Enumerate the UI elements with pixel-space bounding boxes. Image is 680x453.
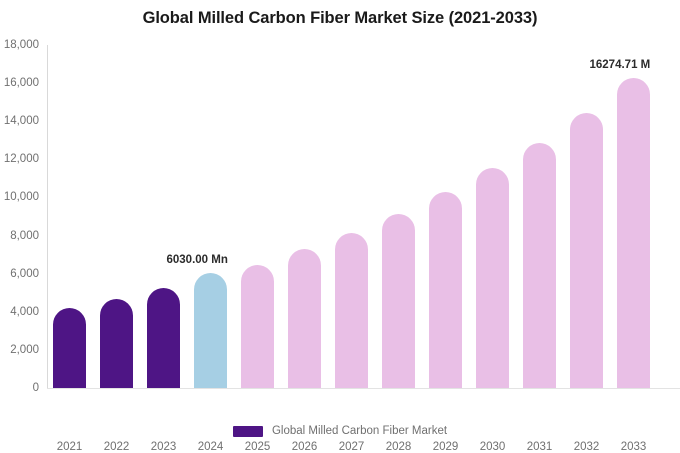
bar-2024[interactable] — [194, 273, 227, 388]
data-label-2024: 6030.00 Mn — [166, 254, 228, 267]
bar-2027[interactable] — [335, 232, 368, 388]
bar-2025[interactable] — [241, 264, 274, 388]
x-axis-tick-label-2032: 2032 — [573, 441, 600, 453]
x-axis-tick-label-2023: 2023 — [150, 441, 177, 453]
legend-label: Global Milled Carbon Fiber Market — [271, 425, 448, 437]
bar-2028[interactable] — [382, 213, 415, 388]
y-axis-tick-label: 16,000 — [3, 77, 39, 90]
chart-legend: Global Milled Carbon Fiber Market — [0, 425, 680, 437]
y-axis-tick-label: 4,000 — [10, 305, 39, 318]
x-axis-tick-label-2021: 2021 — [56, 441, 83, 453]
y-axis-tick-label: 14,000 — [3, 115, 39, 128]
x-axis-tick-label-2026: 2026 — [291, 441, 318, 453]
x-axis-tick-label-2024: 2024 — [197, 441, 224, 453]
bar-2033[interactable] — [617, 77, 650, 388]
bar-2021[interactable] — [53, 307, 86, 388]
bar-2030[interactable] — [476, 167, 509, 388]
y-axis-tick-label: 0 — [32, 382, 39, 394]
x-axis-tick-label-2022: 2022 — [103, 441, 130, 453]
bar-2022[interactable] — [100, 298, 133, 388]
y-axis-tick-label: 2,000 — [10, 343, 39, 356]
x-axis-baseline — [47, 388, 680, 389]
bar-2029[interactable] — [429, 191, 462, 388]
y-axis-tick-label: 18,000 — [3, 39, 39, 51]
x-axis-tick-label-2028: 2028 — [385, 441, 412, 453]
x-axis-tick-label-2031: 2031 — [526, 441, 553, 453]
y-axis-tick-label: 12,000 — [3, 153, 39, 166]
x-axis-tick-label-2027: 2027 — [338, 441, 365, 453]
bar-2031[interactable] — [523, 143, 556, 388]
x-axis-tick-label-2030: 2030 — [479, 441, 506, 453]
x-axis-tick-label-2033: 2033 — [620, 441, 647, 453]
y-axis-tick-label: 8,000 — [10, 229, 39, 242]
y-axis-tick-label: 10,000 — [3, 191, 39, 204]
plot-area: 0 2,000 4,000 6,000 8,000 10,000 12,000 14,000 1… — [4, 39, 680, 453]
page-title: Global Milled Carbon Fiber Market Size (… — [142, 9, 538, 27]
x-axis-tick-label-2029: 2029 — [432, 441, 459, 453]
bar-2032[interactable] — [570, 112, 603, 388]
y-axis-line — [47, 45, 48, 388]
legend-swatch — [232, 425, 263, 437]
y-axis-tick-label: 6,000 — [10, 267, 39, 280]
bar-2026[interactable] — [288, 248, 321, 388]
bar-2023[interactable] — [147, 287, 180, 388]
data-label-2033: 16274.71 M — [589, 58, 651, 71]
x-axis-tick-label-2025: 2025 — [244, 441, 271, 453]
